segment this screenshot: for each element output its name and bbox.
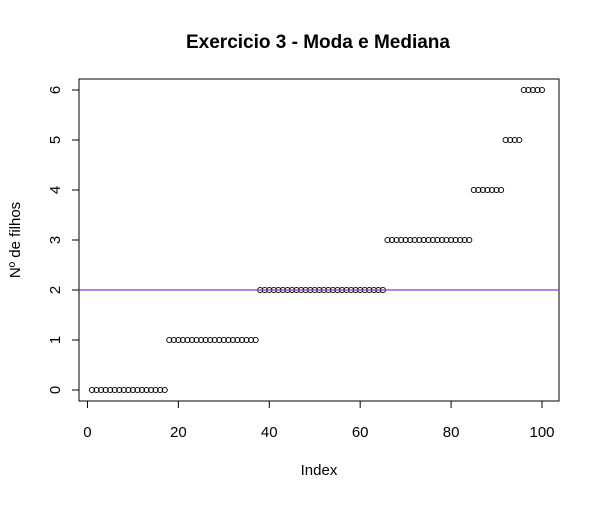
data-point	[198, 336, 205, 344]
data-point	[493, 186, 500, 194]
data-point	[170, 336, 177, 344]
data-point	[498, 186, 505, 194]
chart-title: Exercicio 3 - Moda e Mediana	[186, 32, 450, 53]
data-point	[193, 336, 200, 344]
data-point	[98, 386, 105, 394]
data-point	[470, 186, 477, 194]
y-axis: 0 1 2 3 4 5 6	[47, 86, 80, 394]
data-point	[429, 236, 436, 244]
data-point	[120, 386, 127, 394]
data-point	[134, 386, 141, 394]
data-point	[157, 386, 164, 394]
data-point	[207, 336, 214, 344]
data-point	[220, 336, 227, 344]
data-point	[216, 336, 223, 344]
data-point	[448, 236, 455, 244]
data-point	[516, 136, 523, 144]
data-point	[179, 336, 186, 344]
y-tick-label: 1	[47, 336, 64, 344]
data-point	[529, 86, 536, 94]
data-point	[466, 236, 473, 244]
data-point	[434, 236, 441, 244]
y-tick-label: 4	[47, 186, 64, 194]
data-point	[475, 186, 482, 194]
data-point	[252, 336, 259, 344]
data-point	[238, 336, 246, 344]
data-point	[166, 336, 173, 344]
data-point	[407, 236, 414, 244]
data-points	[88, 86, 546, 394]
data-point	[184, 336, 191, 344]
y-axis-label: Nº de filhos	[7, 202, 24, 278]
data-point	[129, 386, 136, 394]
data-point	[125, 386, 132, 394]
data-point	[229, 336, 236, 344]
data-point	[534, 86, 541, 94]
data-point	[502, 136, 509, 144]
data-point	[411, 236, 418, 244]
x-tick-label: 60	[352, 424, 369, 441]
data-point	[402, 236, 409, 244]
data-point	[138, 386, 146, 394]
plot-frame	[78, 78, 560, 402]
data-point	[520, 86, 527, 94]
x-tick-label: 0	[83, 424, 91, 441]
x-axis: 0 20 40 60 80 100	[83, 400, 555, 441]
x-tick-label: 20	[170, 424, 187, 441]
x-tick-label: 40	[261, 424, 278, 441]
data-point	[88, 386, 96, 394]
data-point	[388, 236, 396, 244]
data-point	[538, 86, 546, 94]
data-point	[457, 236, 464, 244]
data-point	[116, 386, 123, 394]
data-point	[507, 136, 514, 144]
data-point	[461, 236, 468, 244]
data-point	[175, 336, 182, 344]
x-tick-label: 80	[443, 424, 460, 441]
data-point	[488, 186, 496, 194]
y-tick-label: 3	[47, 236, 64, 244]
data-point	[393, 236, 400, 244]
y-tick-label: 6	[47, 86, 64, 94]
data-point	[243, 336, 250, 344]
data-point	[188, 336, 196, 344]
data-point	[425, 236, 432, 244]
data-point	[484, 186, 491, 194]
data-point	[525, 86, 532, 94]
data-point	[102, 386, 109, 394]
data-point	[443, 236, 450, 244]
data-point	[225, 336, 232, 344]
data-point	[420, 236, 427, 244]
data-point	[416, 236, 423, 244]
data-point	[107, 386, 114, 394]
data-point	[479, 186, 486, 194]
data-point	[452, 236, 459, 244]
data-point	[152, 386, 159, 394]
data-point	[384, 236, 391, 244]
data-point	[398, 236, 405, 244]
data-point	[211, 336, 218, 344]
data-point	[248, 336, 255, 344]
data-point	[438, 236, 446, 244]
data-point	[93, 386, 100, 394]
y-tick-label: 5	[47, 136, 64, 144]
data-point	[511, 136, 518, 144]
data-point	[143, 386, 150, 394]
data-point	[111, 386, 118, 394]
data-point	[148, 386, 155, 394]
data-point	[234, 336, 241, 344]
data-point	[202, 336, 209, 344]
y-tick-label: 2	[47, 286, 64, 294]
data-point	[161, 386, 168, 394]
y-tick-label: 0	[47, 386, 64, 394]
x-axis-label: Index	[301, 462, 338, 479]
x-tick-label: 100	[529, 424, 554, 441]
